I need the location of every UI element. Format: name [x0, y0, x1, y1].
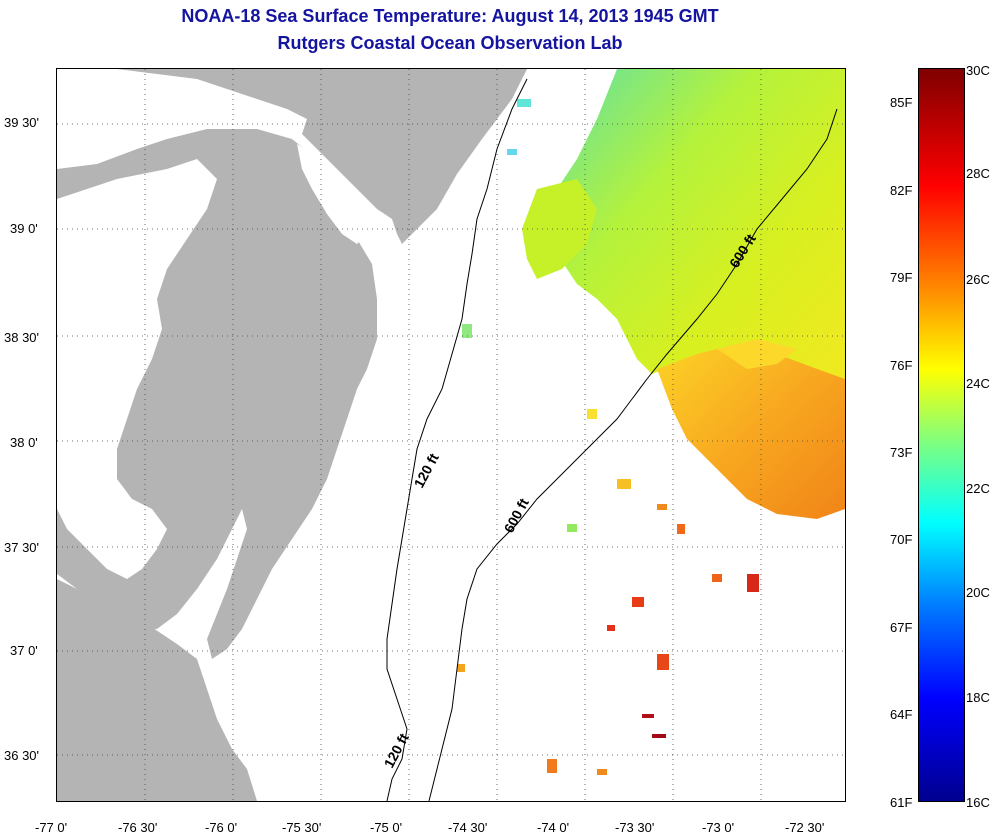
lon-label: -74 30' [448, 820, 488, 835]
colorbar-label-f: 82F [890, 183, 913, 198]
isobath-120-north [386, 78, 528, 801]
lat-label: 39 30' [4, 115, 40, 130]
lat-label: 36 30' [4, 748, 40, 763]
colorbar-label-f: 85F [890, 95, 913, 110]
lon-label: -75 30' [282, 820, 322, 835]
map-title: NOAA-18 Sea Surface Temperature: August … [181, 6, 719, 26]
graticule [57, 69, 845, 801]
lat-label: 37 30' [4, 540, 40, 555]
colorbar-label-c: 24C [966, 376, 990, 391]
colorbar-label-f: 61F [890, 795, 913, 810]
isobath-label: 120 ft [411, 450, 442, 490]
colorbar-label-c: 22C [966, 481, 990, 496]
lon-label: -75 0' [370, 820, 403, 835]
colorbar-label-f: 64F [890, 707, 913, 722]
lat-label: 38 0' [10, 435, 38, 450]
colorbar-label-f: 70F [890, 532, 913, 547]
land-nj [57, 69, 527, 244]
lon-label: -76 30' [118, 820, 158, 835]
sst-cool-region [547, 69, 845, 404]
sst-nearshore-patch [522, 179, 597, 279]
isobath-600 [428, 108, 838, 801]
lon-label: -72 30' [785, 820, 825, 835]
lon-label: -76 0' [205, 820, 238, 835]
map-subtitle: Rutgers Coastal Ocean Observation Lab [277, 33, 623, 53]
colorbar-label-c: 16C [966, 795, 990, 810]
colorbar-label-f: 73F [890, 445, 913, 460]
colorbar-label-c: 30C [966, 63, 990, 78]
sst-map-canvas: 120 ft 600 ft 120 ft 600 ft [57, 69, 845, 801]
temperature-colorbar [918, 68, 965, 802]
colorbar-label-c: 20C [966, 585, 990, 600]
lon-label: -77 0' [35, 820, 68, 835]
lon-label: -73 0' [702, 820, 735, 835]
colorbar-label-c: 28C [966, 166, 990, 181]
land-chesapeake-water [57, 159, 217, 579]
isobath-label: 120 ft [381, 730, 412, 770]
lat-label: 38 30' [4, 330, 40, 345]
colorbar-label-f: 76F [890, 358, 913, 373]
lon-label: -73 30' [615, 820, 655, 835]
lon-label: -74 0' [537, 820, 570, 835]
colorbar-label-c: 18C [966, 690, 990, 705]
land-virginia [57, 579, 257, 801]
isobath-label: 600 ft [501, 495, 532, 535]
colorbar-label-f: 67F [890, 620, 913, 635]
lat-label: 37 0' [10, 643, 38, 658]
sst-warm-edge [717, 339, 797, 369]
land-delaware-bay [297, 144, 372, 244]
lat-label: 39 0' [10, 221, 38, 236]
colorbar-label-c: 26C [966, 272, 990, 287]
sst-warm-region [657, 344, 845, 519]
sst-map: 120 ft 600 ft 120 ft 600 ft [56, 68, 846, 802]
colorbar-label-f: 79F [890, 270, 913, 285]
